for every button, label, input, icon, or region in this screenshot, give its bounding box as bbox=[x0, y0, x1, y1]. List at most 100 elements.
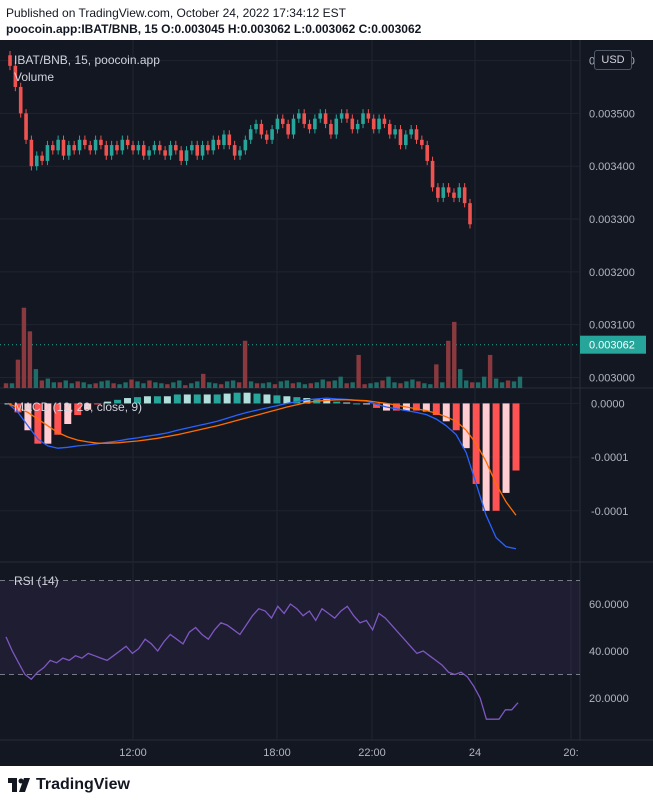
macd-histogram-bar bbox=[412, 403, 420, 411]
rsi-panel bbox=[0, 579, 580, 720]
volume-bar bbox=[428, 384, 433, 388]
volume-bar bbox=[266, 382, 272, 388]
tradingview-logo[interactable]: TradingView bbox=[8, 776, 130, 794]
macd-histogram-bar bbox=[124, 398, 132, 404]
volume-bar bbox=[416, 381, 421, 388]
candle-body bbox=[382, 118, 387, 124]
volume-bar bbox=[117, 384, 122, 388]
rsi-line bbox=[5, 603, 519, 720]
macd-histogram-bar bbox=[293, 397, 301, 404]
publication-header: Published on TradingView.com, October 24… bbox=[0, 0, 653, 40]
tradingview-icon bbox=[8, 778, 30, 792]
price-tick-label: 0.003300 bbox=[589, 214, 635, 226]
macd-histogram-bar bbox=[143, 396, 151, 404]
candle-body bbox=[371, 118, 376, 130]
macd-histogram-bar bbox=[482, 403, 490, 511]
candle-body bbox=[211, 139, 216, 151]
candle-body bbox=[446, 187, 451, 193]
candle-body bbox=[318, 113, 323, 119]
candle-body bbox=[152, 145, 157, 151]
candle-body bbox=[232, 145, 237, 156]
candle-body bbox=[8, 55, 12, 66]
macd-histogram-bar bbox=[373, 403, 381, 408]
candle-body bbox=[67, 145, 71, 156]
time-tick-label: 24 bbox=[469, 747, 481, 759]
volume-bar bbox=[189, 383, 194, 388]
macd-histogram-bar bbox=[422, 403, 430, 412]
candle-body bbox=[147, 150, 151, 156]
candle-body bbox=[404, 134, 408, 146]
candle-body bbox=[329, 123, 333, 135]
volume-bar bbox=[314, 382, 319, 388]
volume-bar bbox=[123, 382, 128, 388]
volume-bar bbox=[464, 380, 469, 388]
candle-body bbox=[115, 145, 119, 151]
volume-bar bbox=[374, 382, 379, 388]
chart-svg[interactable]: 12:0018:0022:002420:0.0036000.0035000.00… bbox=[0, 40, 653, 766]
volume-bar bbox=[440, 382, 445, 388]
macd-line bbox=[7, 397, 517, 550]
volume-bar bbox=[338, 376, 343, 388]
volume-bar bbox=[9, 383, 15, 388]
candle-body bbox=[83, 139, 87, 146]
candle-body bbox=[280, 118, 285, 124]
volume-legend: Volume bbox=[14, 70, 54, 84]
rsi-tick-label: 60.0000 bbox=[589, 599, 629, 611]
volume-bar bbox=[39, 380, 45, 388]
volume-bar bbox=[493, 378, 499, 388]
macd-histogram-bar bbox=[512, 403, 520, 471]
macd-histogram-bar bbox=[353, 403, 361, 405]
candle-body bbox=[297, 113, 301, 119]
volume-bar bbox=[350, 382, 355, 388]
candle-body bbox=[468, 203, 472, 225]
price-tick-label: 0.003000 bbox=[589, 372, 635, 384]
candle-body bbox=[109, 145, 114, 156]
candle-body bbox=[18, 86, 23, 114]
candle-body bbox=[227, 134, 232, 146]
price-tick-label: 0.003100 bbox=[589, 320, 635, 332]
volume-bar bbox=[236, 382, 242, 388]
volume-bar bbox=[332, 380, 337, 388]
volume-bar bbox=[93, 383, 98, 388]
candle-body bbox=[168, 145, 173, 156]
candle-body bbox=[99, 139, 103, 146]
candle-body bbox=[125, 139, 130, 146]
candle-body bbox=[13, 65, 18, 87]
grid bbox=[0, 40, 653, 741]
candle-body bbox=[377, 118, 381, 130]
candle-body bbox=[393, 129, 397, 135]
candle-body bbox=[131, 145, 135, 151]
macd-histogram-bar bbox=[333, 401, 341, 404]
volume-bar bbox=[422, 383, 427, 388]
candle-body bbox=[430, 160, 435, 188]
macd-histogram-bar bbox=[432, 403, 440, 416]
volume-bar bbox=[308, 383, 314, 388]
macd-histogram-bar bbox=[44, 403, 52, 444]
volume-bar bbox=[224, 381, 230, 388]
candle-body bbox=[222, 134, 226, 146]
last-price-tag bbox=[580, 335, 646, 354]
macd-legend: MACD (12, 26, close, 9) bbox=[14, 400, 142, 414]
currency-button[interactable]: USD bbox=[594, 50, 632, 70]
volume-bar bbox=[27, 331, 33, 388]
volume-bar bbox=[452, 321, 457, 388]
candle-body bbox=[216, 139, 221, 146]
rsi-tick-label: 40.0000 bbox=[589, 646, 629, 658]
candle-body bbox=[174, 145, 178, 151]
candle-body bbox=[206, 145, 210, 151]
candle-body bbox=[264, 134, 269, 140]
macd-histogram-bar bbox=[153, 396, 161, 404]
volume-bar bbox=[517, 376, 523, 388]
chart-area[interactable]: 12:0018:0022:002420:0.0036000.0035000.00… bbox=[0, 40, 653, 766]
candle-body bbox=[259, 123, 264, 135]
candle-body bbox=[254, 123, 258, 130]
candle-body bbox=[141, 145, 146, 156]
candle-body bbox=[414, 129, 419, 140]
volume-bar bbox=[368, 383, 373, 388]
macd-histogram-bar bbox=[442, 403, 450, 422]
volume-bar bbox=[475, 382, 481, 388]
candle-body bbox=[270, 129, 274, 140]
volume-bar bbox=[505, 380, 511, 388]
brand-name: TradingView bbox=[36, 776, 130, 793]
candle-body bbox=[323, 113, 328, 124]
